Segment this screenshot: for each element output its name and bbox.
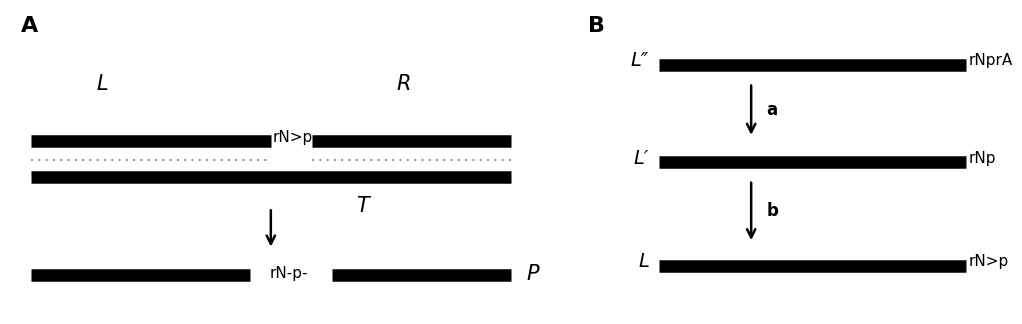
Text: rN>p: rN>p — [273, 130, 313, 145]
Text: L: L — [638, 252, 649, 271]
Text: a: a — [766, 101, 778, 119]
Text: rNprA: rNprA — [969, 53, 1013, 68]
Text: R: R — [397, 74, 411, 94]
Text: P: P — [526, 264, 539, 284]
Text: b: b — [766, 202, 779, 220]
Text: A: A — [20, 16, 38, 36]
Text: T: T — [357, 196, 369, 216]
Text: rN>p: rN>p — [969, 254, 1009, 269]
Text: rN-p-: rN-p- — [270, 266, 309, 281]
Text: L′: L′ — [634, 149, 649, 168]
Text: L: L — [96, 74, 108, 94]
Text: B: B — [588, 16, 605, 36]
Text: L″: L″ — [631, 52, 649, 70]
Text: rNp: rNp — [969, 151, 996, 166]
